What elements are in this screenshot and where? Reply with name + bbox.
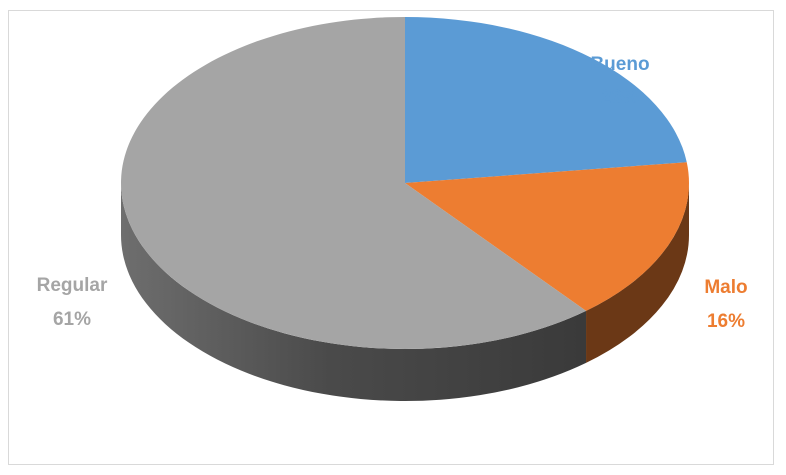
pie-depth-layer: [121, 183, 689, 402]
slice-malo: [405, 162, 689, 311]
label-regular: Regular: [37, 275, 108, 296]
pie-top-layer: [120, 17, 689, 349]
pct-bueno: 23%: [601, 87, 639, 108]
pct-regular: 61%: [53, 309, 91, 330]
slice-side-malo: [586, 183, 689, 363]
label-malo: Malo: [704, 277, 747, 298]
slice-side-regular: [121, 183, 587, 402]
label-bueno: Bueno: [590, 54, 649, 75]
slice-bueno: [405, 17, 687, 183]
pct-malo: 16%: [707, 311, 745, 332]
slice-regular: [120, 17, 587, 349]
